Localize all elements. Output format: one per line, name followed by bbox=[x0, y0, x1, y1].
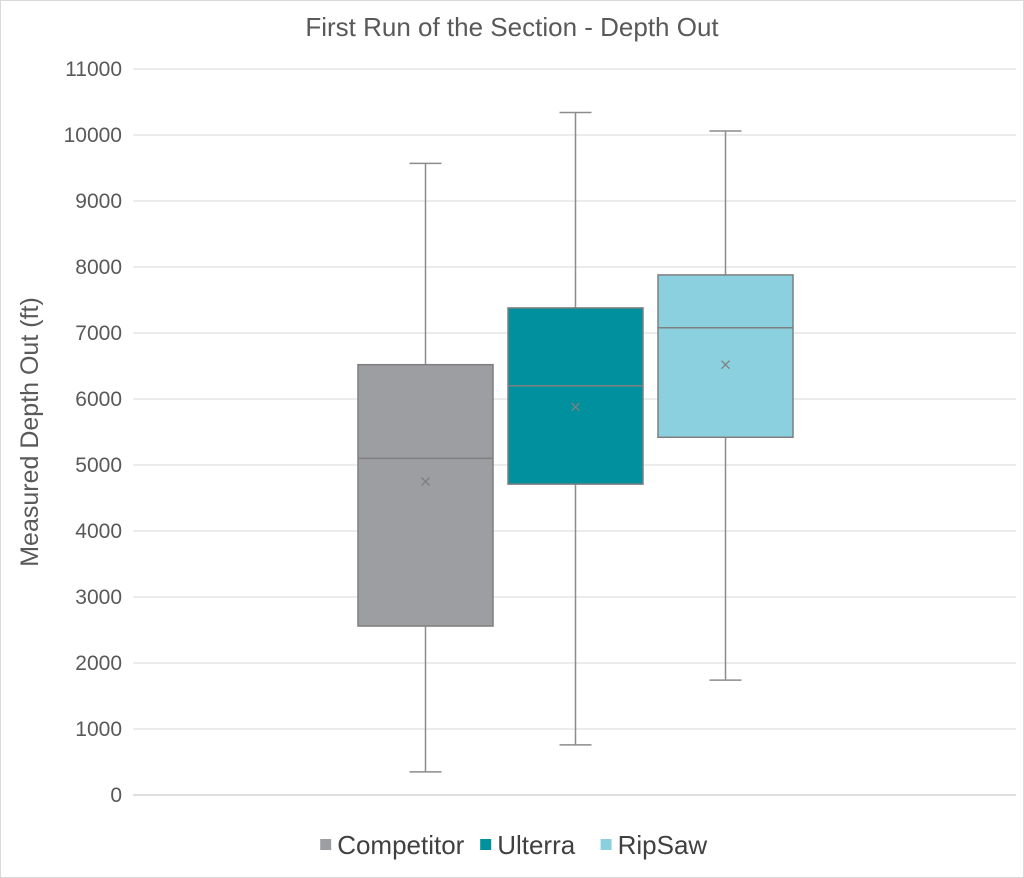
legend-item: Ulterra bbox=[480, 830, 576, 860]
legend-item: Competitor bbox=[320, 830, 465, 860]
legend-label: Ulterra bbox=[497, 830, 576, 860]
legend-item: RipSaw bbox=[600, 830, 708, 860]
y-axis-label: Measured Depth Out (ft) bbox=[16, 297, 44, 567]
box-plots bbox=[357, 111, 794, 773]
box-series bbox=[507, 111, 644, 746]
y-tick-label: 3000 bbox=[75, 586, 122, 609]
y-tick-label: 0 bbox=[110, 784, 122, 807]
y-tick-label: 10000 bbox=[64, 124, 122, 147]
mean-marker bbox=[571, 402, 580, 412]
legend-swatch bbox=[320, 839, 332, 850]
y-axis-ticks: 0 1000 2000 3000 4000 5000 6000 7000 8000 9000 100… bbox=[64, 58, 122, 807]
box-series bbox=[657, 130, 794, 681]
y-tick-label: 4000 bbox=[75, 520, 122, 543]
y-tick-label: 7000 bbox=[75, 322, 122, 345]
legend-swatch bbox=[480, 839, 492, 850]
y-tick-label: 11000 bbox=[65, 58, 122, 81]
legend-label: RipSaw bbox=[618, 830, 708, 860]
y-tick-label: 5000 bbox=[75, 454, 122, 477]
gridlines bbox=[133, 68, 1016, 796]
iqr-box bbox=[357, 363, 494, 627]
iqr-box bbox=[507, 307, 644, 485]
y-tick-label: 8000 bbox=[75, 256, 122, 279]
y-tick-label: 1000 bbox=[75, 718, 122, 741]
iqr-box bbox=[657, 274, 794, 439]
y-tick-label: 6000 bbox=[75, 388, 122, 411]
chart-title: First Run of the Section - Depth Out bbox=[305, 12, 719, 42]
legend: Competitor Ulterra RipSaw bbox=[320, 830, 707, 860]
y-tick-label: 9000 bbox=[75, 190, 122, 213]
box-series bbox=[357, 162, 494, 773]
mean-marker bbox=[721, 360, 730, 370]
mean-marker bbox=[421, 477, 430, 486]
legend-label: Competitor bbox=[337, 830, 464, 860]
y-tick-label: 2000 bbox=[75, 652, 122, 675]
legend-swatch bbox=[600, 839, 612, 850]
